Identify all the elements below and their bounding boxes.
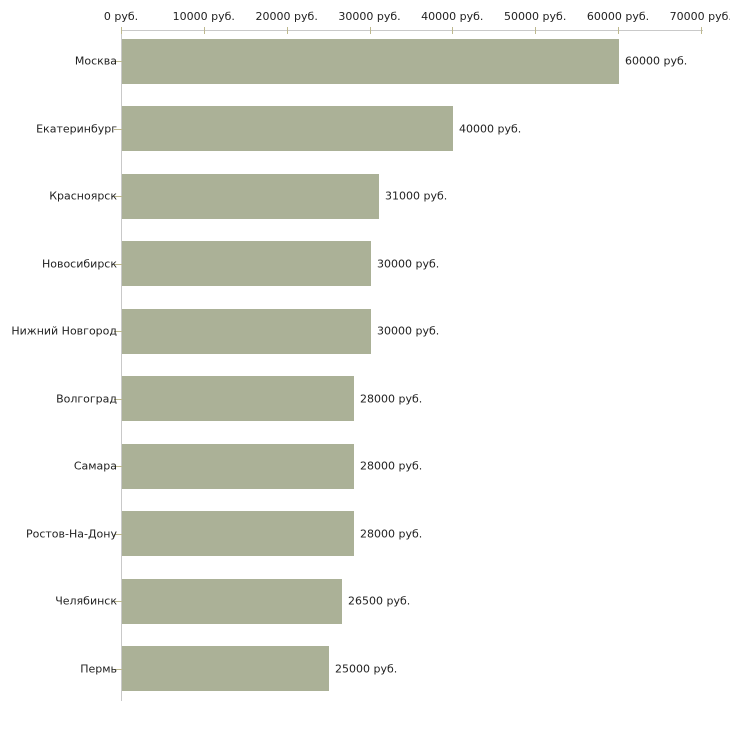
- bar: [122, 308, 371, 354]
- category-label: Самара: [73, 459, 117, 473]
- x-axis-tick-label: 10000 руб.: [172, 10, 235, 23]
- x-tick-mark: [535, 27, 537, 34]
- category-label: Волгоград: [56, 392, 117, 405]
- category-label: Пермь: [80, 662, 117, 675]
- x-tick-mark: [369, 27, 371, 34]
- y-axis-line: [121, 30, 122, 701]
- category-label: Новосибирск: [41, 257, 117, 270]
- x-tick-mark: [700, 27, 702, 34]
- x-axis-tick-label: 60000 руб.: [586, 10, 650, 23]
- x-axis-tick-label: 50000 руб.: [504, 10, 567, 23]
- bar: [122, 646, 329, 691]
- x-axis-tick-label: 0 руб.: [103, 10, 139, 23]
- value-label: 28000 руб.: [360, 459, 423, 473]
- value-label: 30000 руб.: [377, 324, 440, 338]
- bar: [122, 106, 453, 151]
- bar: [122, 241, 371, 286]
- category-label: Челябинск: [55, 594, 117, 608]
- value-label: 60000 руб.: [625, 54, 688, 68]
- bar: [122, 578, 342, 624]
- category-label: Красноярск: [49, 189, 117, 203]
- value-label: 28000 руб.: [360, 392, 423, 405]
- x-axis-line: [121, 30, 703, 31]
- x-tick-mark: [618, 27, 619, 34]
- category-label: Ростов-На-Дону: [25, 527, 117, 540]
- y-tick-mark: [114, 61, 122, 62]
- category-label: Екатеринбург: [36, 122, 117, 135]
- x-tick-mark: [121, 27, 122, 34]
- y-tick-mark: [114, 331, 122, 332]
- bar: [122, 376, 354, 421]
- category-label: Нижний Новгород: [11, 324, 117, 338]
- value-label: 28000 руб.: [360, 527, 423, 540]
- value-label: 40000 руб.: [459, 122, 522, 135]
- x-axis-tick-label: 70000 руб.: [669, 10, 730, 23]
- y-tick-mark: [114, 466, 122, 467]
- y-tick-mark: [114, 196, 122, 197]
- y-tick-mark: [114, 668, 122, 670]
- y-tick-mark: [114, 398, 122, 400]
- x-axis-tick-label: 40000 руб.: [421, 10, 484, 23]
- x-axis-tick-label: 30000 руб.: [338, 10, 401, 23]
- value-label: 25000 руб.: [335, 662, 398, 675]
- bar: [122, 38, 619, 84]
- value-label: 31000 руб.: [385, 189, 448, 203]
- value-label: 30000 руб.: [377, 257, 440, 270]
- value-label: 26500 руб.: [348, 594, 411, 608]
- y-tick-mark: [114, 128, 122, 130]
- y-tick-mark: [114, 263, 122, 265]
- bar: [122, 173, 379, 219]
- bar: [122, 511, 354, 556]
- x-axis-tick-label: 20000 руб.: [255, 10, 318, 23]
- x-tick-mark: [452, 27, 454, 34]
- y-tick-mark: [114, 601, 122, 602]
- bar: [122, 443, 354, 489]
- y-tick-mark: [114, 533, 122, 535]
- x-tick-mark: [286, 27, 288, 34]
- x-tick-mark: [203, 27, 205, 34]
- category-label: Москва: [74, 54, 117, 68]
